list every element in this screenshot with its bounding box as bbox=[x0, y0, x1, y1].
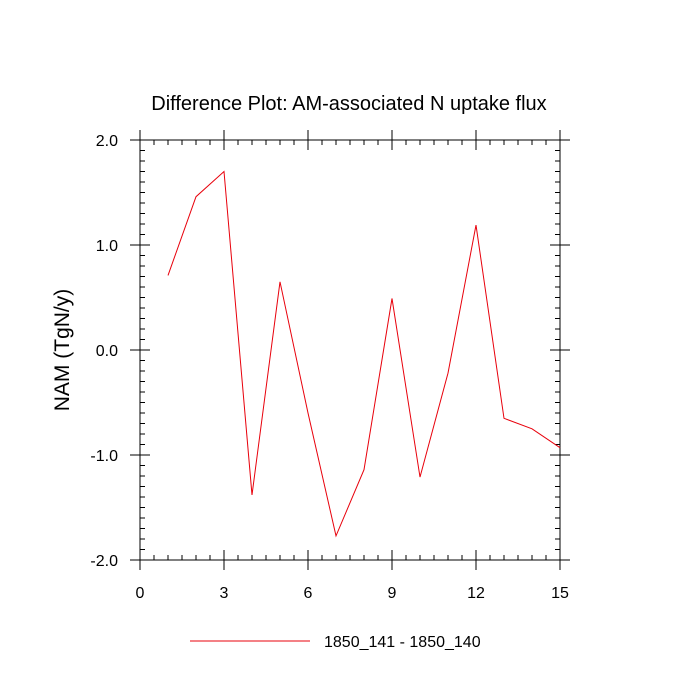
x-tick-label: 3 bbox=[220, 585, 229, 602]
y-tick-label: 1.0 bbox=[96, 238, 118, 255]
legend: 1850_141 - 1850_140 bbox=[190, 634, 481, 651]
x-tick-label: 6 bbox=[304, 585, 313, 602]
x-tick-label: 12 bbox=[467, 585, 485, 602]
x-tick-label: 9 bbox=[388, 585, 397, 602]
minor-ticks bbox=[139, 139, 561, 561]
series-line bbox=[167, 170, 561, 538]
x-tick-labels: 0 3 6 9 12 15 bbox=[136, 585, 569, 602]
plot-frame bbox=[139, 139, 561, 561]
y-axis-label: NAM (TgN/y) bbox=[51, 289, 74, 412]
series-layer bbox=[167, 170, 561, 538]
y-tick-labels: -2.0 -1.0 0.0 1.0 2.0 bbox=[90, 133, 118, 570]
y-tick-label: 2.0 bbox=[96, 133, 118, 150]
legend-label: 1850_141 - 1850_140 bbox=[324, 634, 481, 651]
x-tick-label: 15 bbox=[551, 585, 569, 602]
chart-title: Difference Plot: AM-associated N uptake … bbox=[151, 93, 546, 115]
x-tick-label: 0 bbox=[136, 585, 145, 602]
y-tick-label: -1.0 bbox=[90, 448, 118, 465]
y-tick-label: -2.0 bbox=[90, 553, 118, 570]
y-tick-label: 0.0 bbox=[96, 343, 118, 360]
major-ticks bbox=[130, 130, 570, 570]
